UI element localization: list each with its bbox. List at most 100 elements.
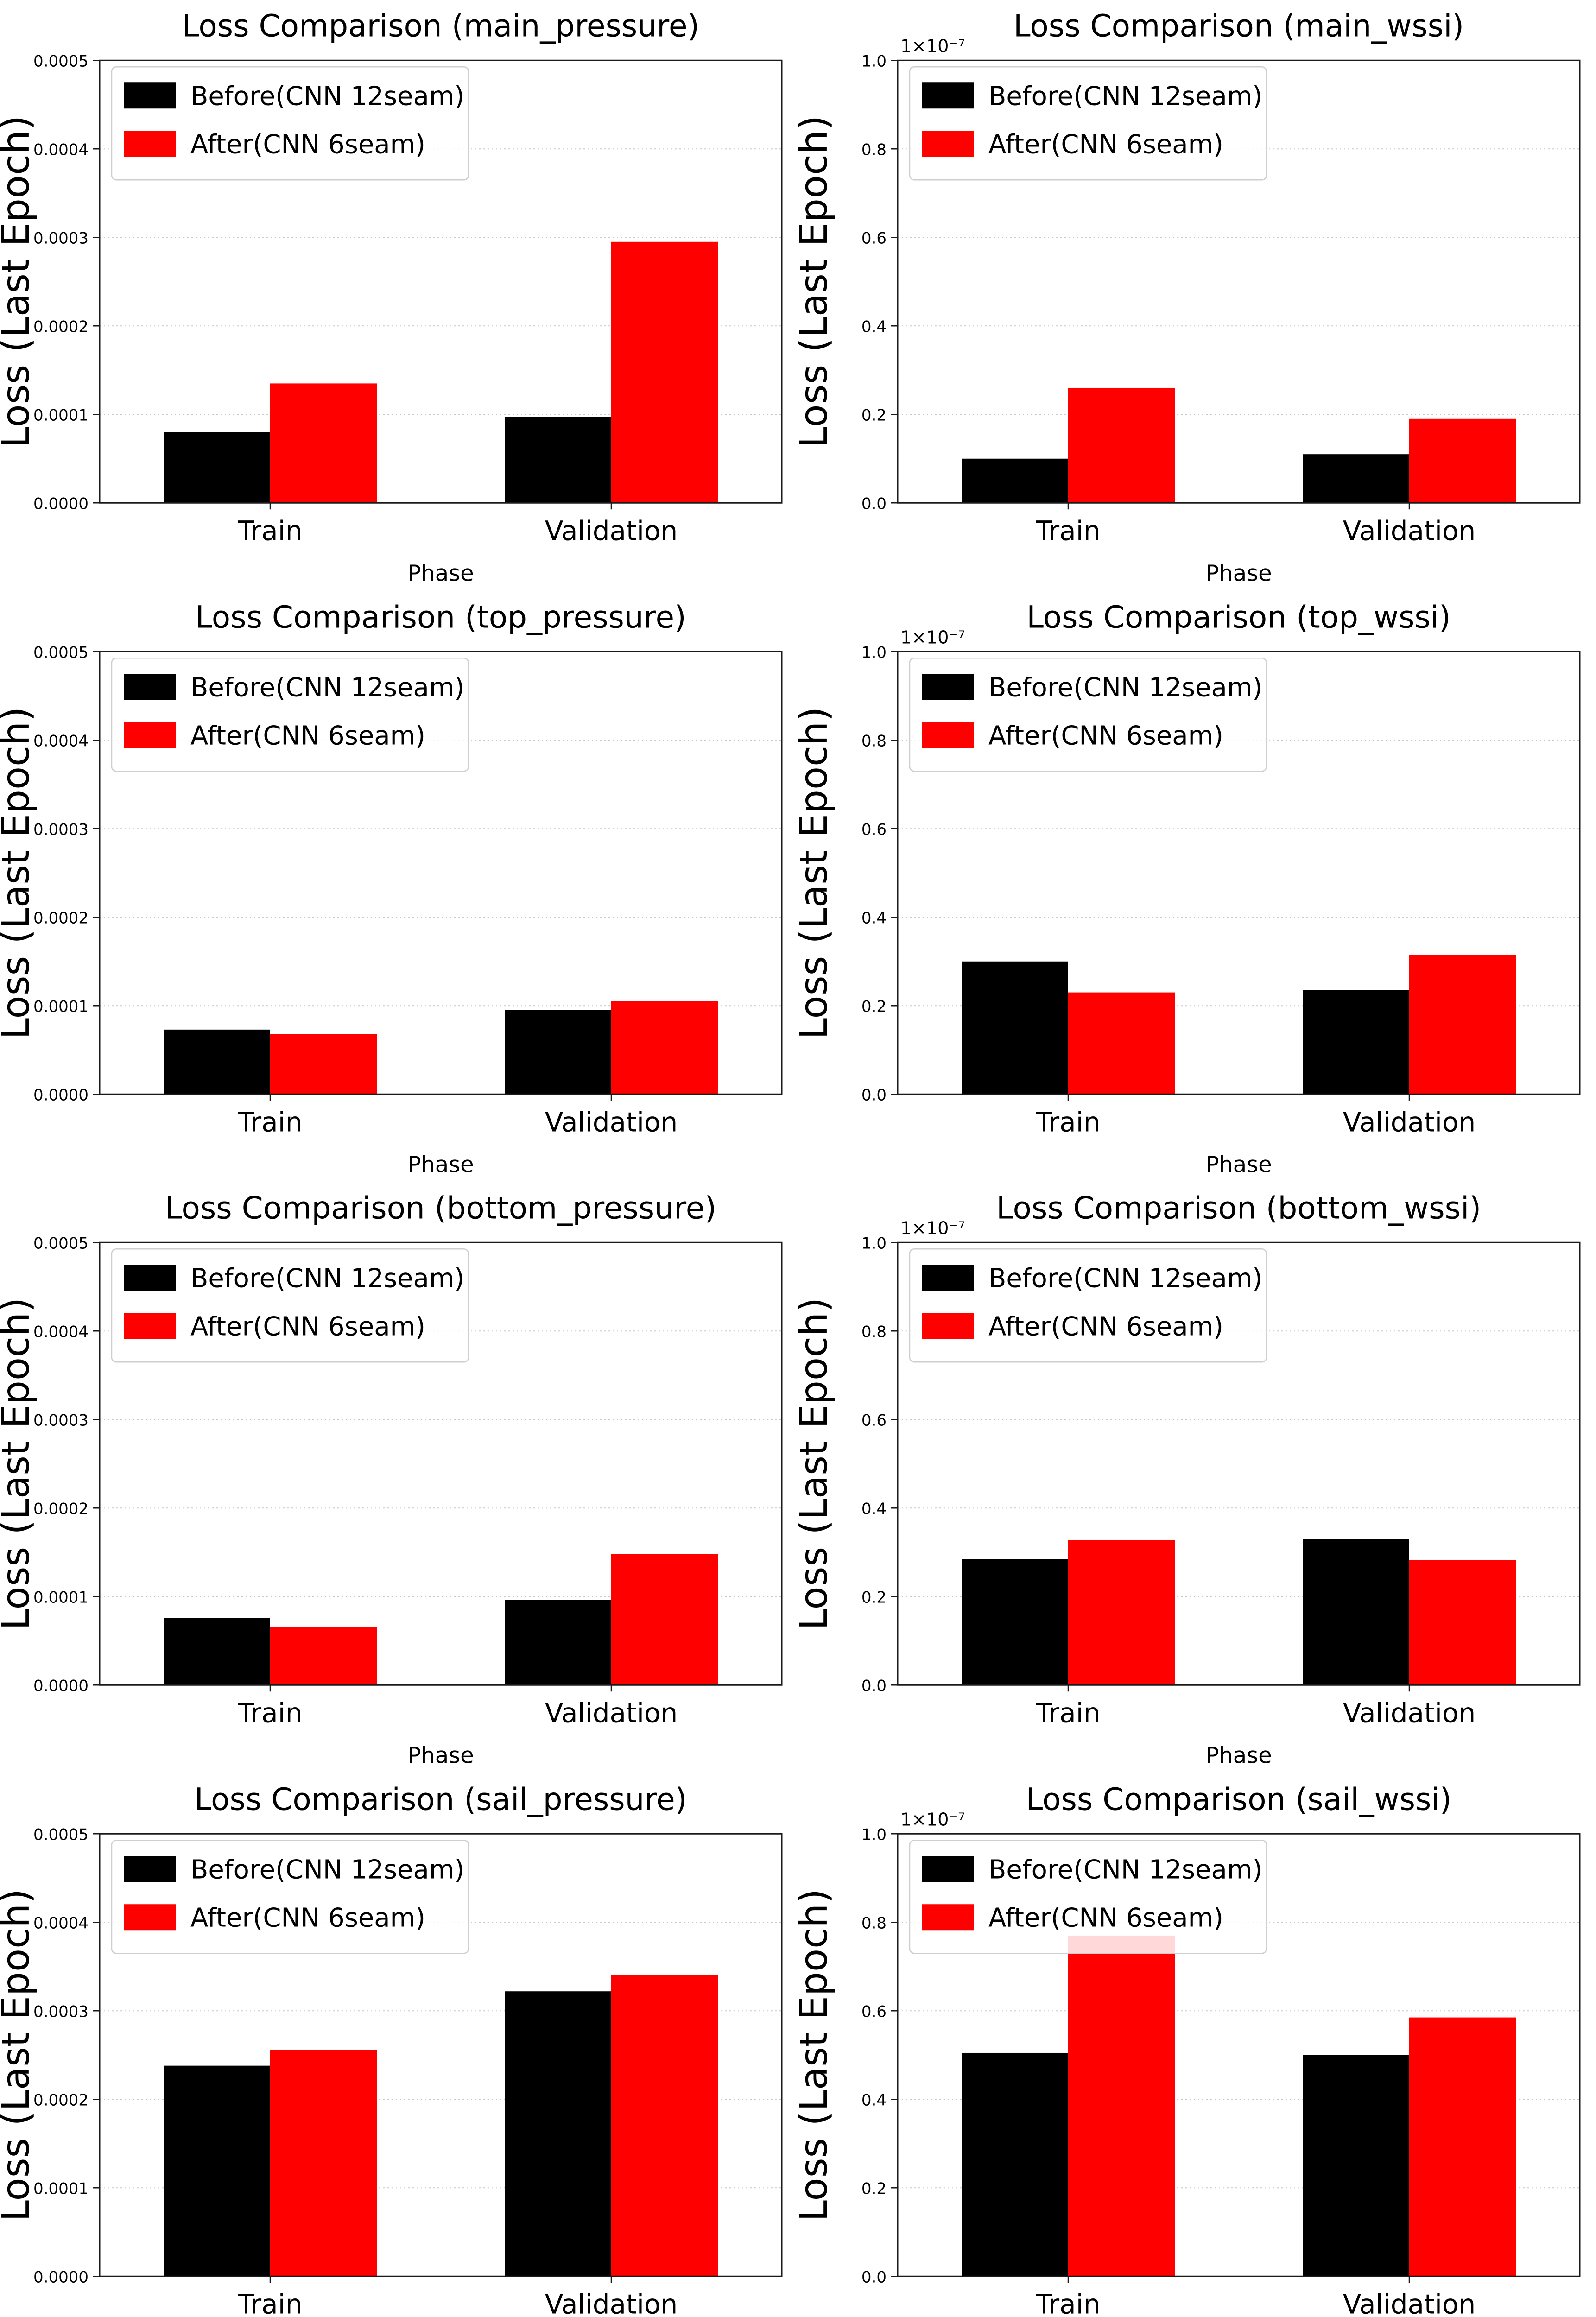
y-axis-offset-text: 1×10⁻⁷ bbox=[900, 1218, 965, 1238]
x-axis-label: Phase bbox=[407, 1152, 474, 1177]
bar-before-validation bbox=[505, 417, 611, 503]
x-tick-label-train: Train bbox=[1035, 1106, 1100, 1138]
legend-label-before: Before(CNN 12seam) bbox=[190, 81, 464, 111]
legend-swatch-before bbox=[922, 673, 974, 700]
legend-swatch-before bbox=[124, 1265, 176, 1291]
legend-label-after: After(CNN 6seam) bbox=[190, 721, 425, 751]
y-tick-label: 0.4 bbox=[861, 909, 887, 927]
bar-after-validation bbox=[611, 1001, 718, 1094]
bar-after-validation bbox=[1409, 954, 1516, 1094]
x-axis-label: Phase bbox=[1205, 1152, 1272, 1177]
legend-swatch-after bbox=[124, 131, 176, 157]
x-axis-label: Phase bbox=[1205, 1742, 1272, 1768]
x-tick-label-validation: Validation bbox=[545, 515, 678, 546]
y-axis-label: Loss (Last Epoch) bbox=[798, 115, 836, 448]
y-tick-label: 1.0 bbox=[861, 1825, 887, 1844]
y-tick-label: 0.6 bbox=[861, 1411, 887, 1430]
bar-before-train bbox=[164, 2065, 270, 2276]
y-tick-label: 0.6 bbox=[861, 229, 887, 247]
legend-swatch-after bbox=[922, 722, 974, 748]
x-tick-label-train: Train bbox=[1035, 2288, 1100, 2317]
y-tick-label: 0.0000 bbox=[33, 1086, 89, 1104]
y-tick-label: 0.0001 bbox=[33, 997, 89, 1016]
y-tick-label: 0.8 bbox=[861, 140, 887, 159]
chart-title: Loss Comparison (top_wssi) bbox=[1026, 599, 1451, 635]
y-tick-label: 0.6 bbox=[861, 2002, 887, 2021]
y-tick-label: 0.6 bbox=[861, 820, 887, 839]
legend: Before(CNN 12seam) After(CNN 6seam) bbox=[909, 66, 1267, 181]
bar-before-train bbox=[164, 1029, 270, 1094]
x-axis-label: Phase bbox=[407, 560, 474, 586]
plot-border bbox=[897, 1833, 1581, 2277]
y-tick-label: 0.0000 bbox=[33, 2268, 89, 2286]
legend-box bbox=[111, 1248, 469, 1363]
x-tick-label-train: Train bbox=[1035, 515, 1100, 546]
plot-border bbox=[99, 651, 783, 1095]
chart-sail-wssi: 0.0 0.2 0.4 0.6 0.8 1.0 Train Validation Loss Co… bbox=[798, 1781, 1581, 2317]
plot-border bbox=[99, 59, 783, 504]
bar-after-validation bbox=[611, 1554, 718, 1685]
bar-before-train bbox=[962, 458, 1068, 503]
legend-box bbox=[909, 657, 1267, 772]
y-tick-label: 0.0 bbox=[861, 1086, 887, 1104]
bar-after-train bbox=[270, 1033, 377, 1094]
plot-border bbox=[897, 59, 1581, 504]
y-tick-label: 0.0004 bbox=[33, 732, 89, 750]
legend-label-before: Before(CNN 12seam) bbox=[190, 1263, 464, 1293]
bar-after-train bbox=[270, 2049, 377, 2276]
bar-before-validation bbox=[1303, 454, 1409, 503]
legend-swatch-before bbox=[922, 82, 974, 109]
y-axis-offset-text: 1×10⁻⁷ bbox=[900, 36, 965, 56]
bar-before-train bbox=[962, 961, 1068, 1094]
legend-label-before: Before(CNN 12seam) bbox=[988, 81, 1262, 111]
y-tick-label: 0.0001 bbox=[33, 2179, 89, 2198]
bar-after-validation bbox=[1409, 1560, 1516, 1685]
bar-after-validation bbox=[1409, 2017, 1516, 2276]
chart-cell-sail-pressure: 0.0000 0.0001 0.0002 0.0003 0.0004 0.0005 Trai… bbox=[0, 1773, 798, 2317]
chart-title: Loss Comparison (bottom_wssi) bbox=[996, 1190, 1481, 1226]
chart-main-wssi: 0.0 0.2 0.4 0.6 0.8 1.0 Train Validation Loss Co… bbox=[798, 8, 1581, 586]
legend-swatch-after bbox=[124, 1904, 176, 1930]
x-tick-label-validation: Validation bbox=[1343, 2288, 1476, 2317]
y-axis-label: Loss (Last Epoch) bbox=[798, 706, 836, 1039]
legend: Before(CNN 12seam) After(CNN 6seam) bbox=[111, 1248, 469, 1363]
y-axis-label: Loss (Last Epoch) bbox=[0, 1888, 38, 2221]
bar-after-train bbox=[1068, 387, 1175, 503]
y-tick-label: 0.0000 bbox=[33, 494, 89, 513]
legend-box bbox=[909, 1248, 1267, 1363]
y-tick-label: 0.0005 bbox=[33, 1234, 89, 1253]
legend: Before(CNN 12seam) After(CNN 6seam) bbox=[111, 657, 469, 772]
legend-swatch-before bbox=[124, 673, 176, 700]
x-tick-label-validation: Validation bbox=[545, 1106, 678, 1138]
y-tick-label: 0.0002 bbox=[33, 2091, 89, 2109]
bar-before-train bbox=[164, 1618, 270, 1685]
legend-swatch-after bbox=[124, 1313, 176, 1339]
bar-before-validation bbox=[1303, 1539, 1409, 1685]
legend-box bbox=[111, 66, 469, 181]
y-tick-label: 0.8 bbox=[861, 1323, 887, 1341]
plot-border bbox=[897, 1241, 1581, 1686]
bar-after-train bbox=[270, 383, 377, 503]
y-tick-label: 0.0 bbox=[861, 1677, 887, 1695]
chart-cell-top-wssi: 0.0 0.2 0.4 0.6 0.8 1.0 Train Validation Loss Co… bbox=[798, 591, 1596, 1183]
y-tick-label: 0.4 bbox=[861, 2091, 887, 2109]
bar-after-train bbox=[1068, 1935, 1175, 2276]
legend-label-after: After(CNN 6seam) bbox=[988, 1311, 1223, 1342]
y-axis-offset-text: 1×10⁻⁷ bbox=[900, 1809, 965, 1830]
chart-bottom-pressure: 0.0000 0.0001 0.0002 0.0003 0.0004 0.0005 Trai… bbox=[0, 1190, 783, 1768]
y-tick-label: 1.0 bbox=[861, 1234, 887, 1253]
y-axis-label: Loss (Last Epoch) bbox=[798, 1888, 836, 2221]
legend-swatch-after bbox=[922, 1904, 974, 1930]
chart-title: Loss Comparison (main_wssi) bbox=[1013, 8, 1464, 44]
y-tick-label: 0.0001 bbox=[33, 406, 89, 424]
legend-box bbox=[111, 657, 469, 772]
chart-title: Loss Comparison (main_pressure) bbox=[182, 8, 699, 44]
y-tick-label: 0.2 bbox=[861, 1588, 887, 1607]
x-tick-label-validation: Validation bbox=[1343, 515, 1476, 546]
y-tick-label: 0.0003 bbox=[33, 820, 89, 839]
legend-label-before: Before(CNN 12seam) bbox=[190, 672, 464, 703]
y-tick-label: 1.0 bbox=[861, 52, 887, 70]
y-tick-label: 0.4 bbox=[861, 1500, 887, 1518]
y-tick-label: 0.0002 bbox=[33, 317, 89, 336]
